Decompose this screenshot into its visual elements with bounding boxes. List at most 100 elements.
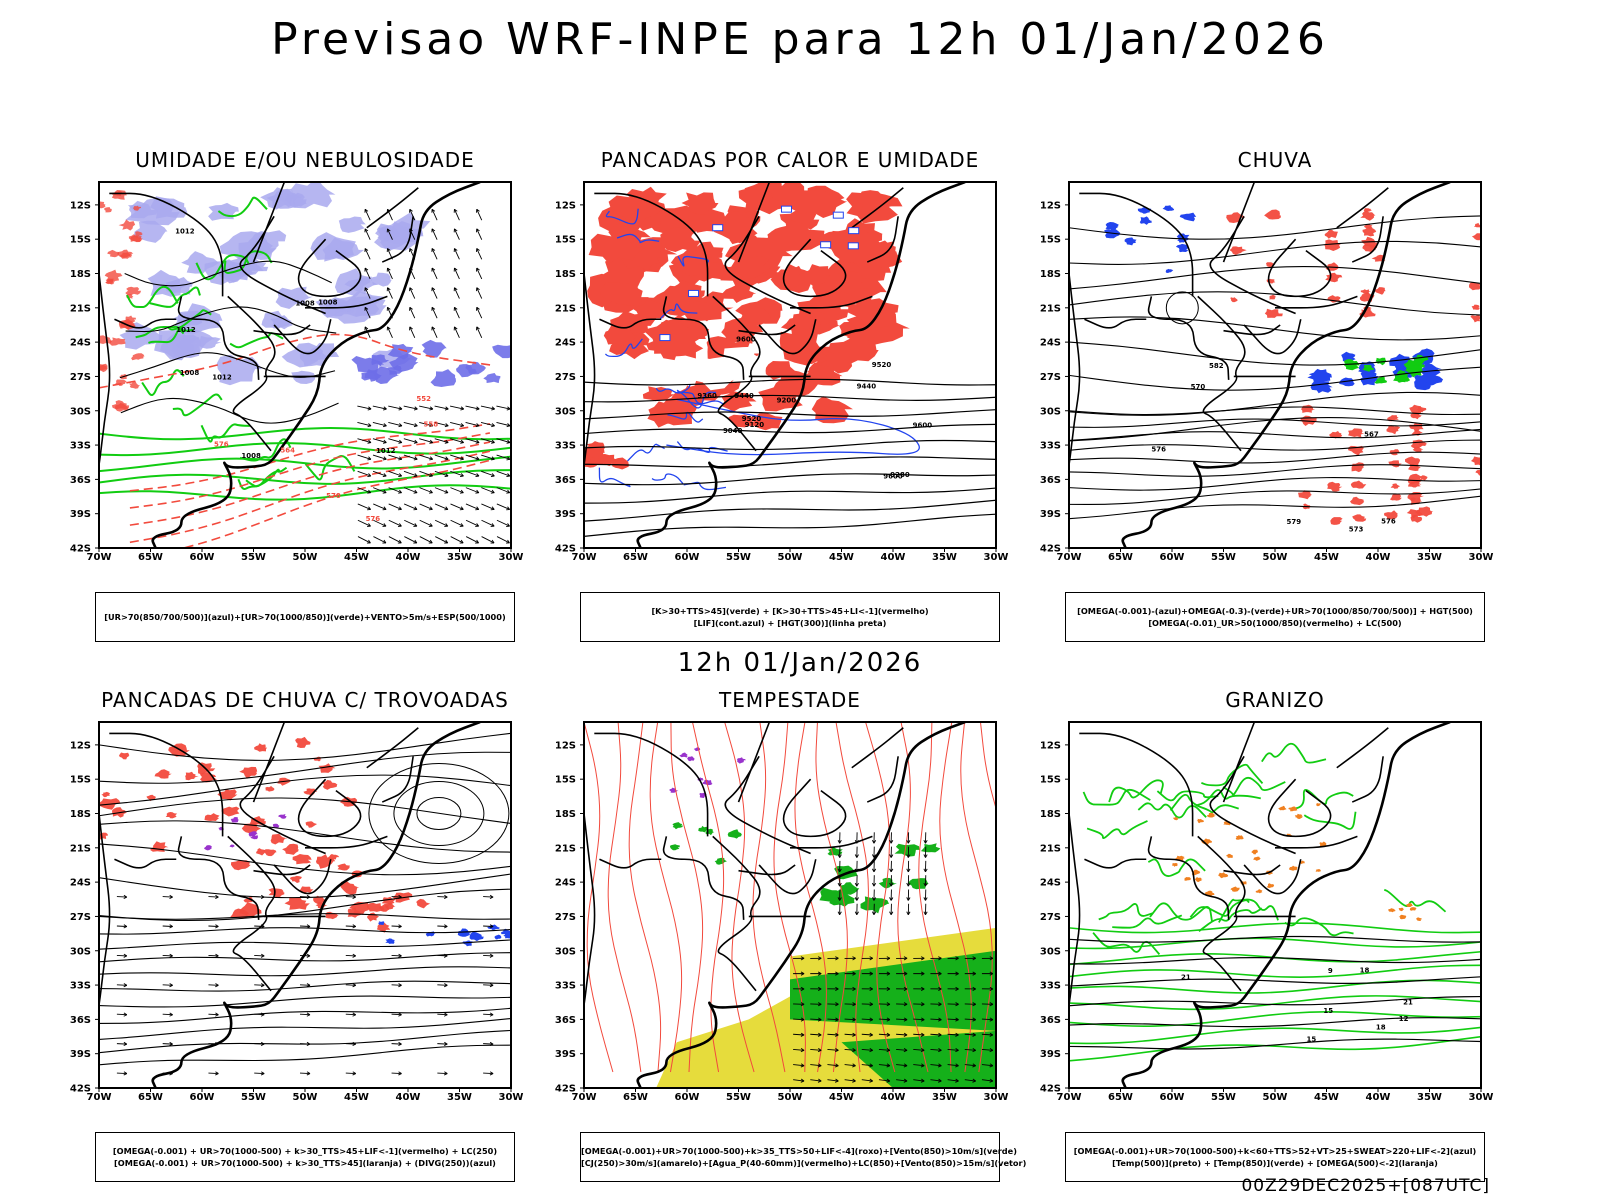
wind-vector: [460, 439, 464, 444]
wind-vector: [409, 287, 416, 299]
lon-label: 70W: [1057, 1092, 1082, 1103]
instability-area-red: [642, 319, 706, 354]
lat-label: 12S: [1040, 200, 1061, 211]
panel-title: PANCADAS DE CHUVA C/ TROVOADAS: [101, 688, 509, 712]
lon-label: 70W: [87, 1092, 112, 1103]
temperature-850-contour: [1189, 899, 1250, 918]
omega-area-orange: [1255, 889, 1263, 894]
wind-vector: [465, 421, 480, 427]
wind-vector: [889, 854, 894, 858]
storm-area-red: [230, 908, 250, 919]
legend-line: [UR>70(850/700/500)](azul)+[UR>70(1000/8…: [104, 612, 506, 622]
wind-vector: [490, 506, 495, 511]
wind-vector: [398, 953, 402, 958]
wind-vector: [476, 248, 480, 252]
temperature-500-contour: [1069, 957, 1481, 965]
contour-label: 570: [1191, 383, 1206, 391]
wind-vector: [506, 439, 511, 444]
wind-vector: [920, 1078, 925, 1083]
wind-vector: [453, 287, 458, 292]
wind-vector: [367, 506, 372, 511]
contour-label: 15: [1323, 1007, 1333, 1015]
wind-vector: [454, 326, 460, 338]
humidity-contour-green: [99, 442, 511, 457]
wind-vector: [896, 1033, 908, 1036]
state-border: [305, 295, 388, 309]
wind-vector: [431, 267, 436, 272]
wind-vector: [413, 473, 418, 477]
panel-legend: [OMEGA(-0.001)+UR>70(1000-500)+k<60+TTS>…: [1065, 1132, 1485, 1182]
wind-vector: [454, 209, 460, 221]
wind-vector: [981, 1033, 993, 1036]
wind-vector: [465, 503, 479, 510]
omega-area-orange: [1398, 907, 1405, 912]
rain-area-red: [1384, 510, 1398, 520]
lifted-index-label: [832, 211, 844, 219]
wind-vector: [169, 894, 173, 900]
omega-area-orange: [1226, 853, 1234, 858]
wind-vector: [123, 1041, 128, 1047]
wind-vector: [398, 489, 402, 494]
state-border: [851, 727, 904, 769]
lifted-index-label: [847, 242, 859, 250]
omega-area-orange: [1398, 914, 1407, 920]
rain-area-green: [1406, 365, 1424, 378]
wind-vector: [906, 911, 911, 916]
lon-label: 70W: [572, 552, 597, 563]
rain-area-red: [1330, 517, 1343, 525]
wind-area-green: [894, 843, 920, 857]
wind-vector: [465, 536, 479, 544]
instability-area-red: [742, 305, 771, 325]
lat-label: 39S: [1040, 509, 1061, 520]
state-border: [724, 215, 811, 315]
coastline: [1121, 182, 1451, 548]
wind-vector: [896, 1048, 908, 1051]
temperature-850-contour: [1069, 937, 1481, 950]
wind-vector: [306, 983, 311, 988]
wind-vector: [123, 1012, 128, 1017]
wind-vector: [352, 983, 357, 988]
humidity-area-blue: [150, 196, 188, 219]
lon-label: 35W: [1417, 552, 1442, 563]
wind-vector: [357, 536, 371, 544]
humidity-area-blue: [260, 187, 301, 210]
lat-label: 21S: [70, 303, 91, 314]
lat-label: 42S: [1040, 1084, 1061, 1095]
rain-area-red: [1475, 469, 1481, 476]
wind-vector: [871, 839, 877, 844]
wind-vector: [419, 487, 433, 494]
wind-vector: [388, 536, 402, 544]
wind-vector: [481, 454, 495, 460]
wind-vector: [852, 1002, 856, 1007]
wind-vector: [930, 1079, 942, 1082]
wind-vector: [387, 228, 393, 240]
humidity-contour-green: [126, 285, 179, 308]
wind-vector: [260, 1041, 265, 1047]
temperature-850-contour: [1156, 790, 1219, 802]
wind-vector: [793, 1018, 805, 1021]
streamline: [1069, 366, 1481, 391]
lat-label: 42S: [555, 1084, 576, 1095]
wind-vector: [861, 1064, 873, 1067]
wind-vector: [505, 539, 510, 544]
red-contour: [99, 201, 106, 209]
red-contour: [128, 381, 140, 389]
storm-area-red: [299, 886, 314, 894]
state-border: [305, 835, 388, 849]
wind-vector: [465, 438, 480, 443]
wind-vector: [419, 405, 433, 410]
state-border: [177, 836, 260, 920]
lon-label: 35W: [1417, 1092, 1442, 1103]
humidity-contour-green: [135, 325, 185, 339]
wind-vector: [397, 523, 402, 527]
wind-vector: [913, 1064, 925, 1067]
lon-label: 55W: [1211, 552, 1236, 563]
wind-vector: [409, 326, 416, 338]
divergence-area-blue: [503, 932, 511, 939]
wind-vector: [382, 506, 387, 511]
precipitable-water-contour: [692, 722, 725, 1073]
wind-vector: [920, 1063, 925, 1068]
wind-vector: [506, 473, 511, 477]
state-border: [109, 732, 224, 837]
